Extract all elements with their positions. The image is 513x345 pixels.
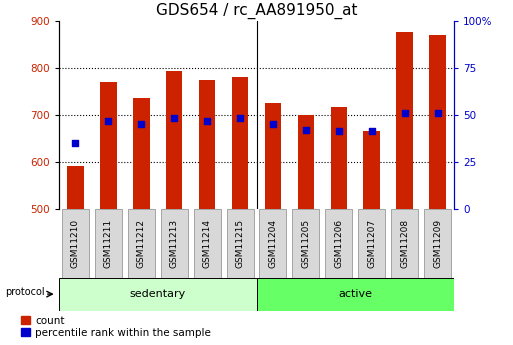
Bar bbox=[330, 107, 347, 209]
Legend: count, percentile rank within the sample: count, percentile rank within the sample bbox=[21, 316, 211, 338]
Text: GSM11212: GSM11212 bbox=[137, 219, 146, 268]
Point bbox=[368, 128, 376, 134]
Bar bbox=[397, 31, 413, 209]
Text: active: active bbox=[338, 289, 372, 299]
FancyBboxPatch shape bbox=[325, 209, 352, 278]
Point bbox=[334, 128, 343, 134]
Bar bbox=[364, 131, 380, 209]
Bar bbox=[100, 82, 116, 209]
Point bbox=[104, 118, 112, 124]
Text: GSM11209: GSM11209 bbox=[433, 219, 442, 268]
Text: GSM11215: GSM11215 bbox=[235, 219, 245, 268]
FancyBboxPatch shape bbox=[256, 278, 454, 310]
FancyBboxPatch shape bbox=[95, 209, 122, 278]
Point bbox=[137, 121, 145, 127]
Text: protocol: protocol bbox=[5, 287, 44, 297]
Text: GSM11210: GSM11210 bbox=[71, 219, 80, 268]
FancyBboxPatch shape bbox=[59, 278, 256, 310]
Bar bbox=[133, 98, 149, 209]
Title: GDS654 / rc_AA891950_at: GDS654 / rc_AA891950_at bbox=[156, 3, 357, 19]
Text: GSM11206: GSM11206 bbox=[334, 219, 343, 268]
Bar bbox=[166, 71, 183, 209]
FancyBboxPatch shape bbox=[424, 209, 451, 278]
Point bbox=[269, 121, 277, 127]
FancyBboxPatch shape bbox=[292, 209, 320, 278]
Text: GSM11214: GSM11214 bbox=[203, 219, 212, 268]
FancyBboxPatch shape bbox=[128, 209, 155, 278]
Text: GSM11205: GSM11205 bbox=[301, 219, 310, 268]
Point bbox=[236, 116, 244, 121]
Text: sedentary: sedentary bbox=[130, 289, 186, 299]
Point bbox=[302, 127, 310, 133]
Text: GSM11204: GSM11204 bbox=[268, 219, 278, 268]
Text: GSM11208: GSM11208 bbox=[400, 219, 409, 268]
Bar bbox=[232, 77, 248, 209]
Bar bbox=[67, 166, 84, 209]
FancyBboxPatch shape bbox=[358, 209, 385, 278]
Point bbox=[401, 110, 409, 116]
Text: GSM11213: GSM11213 bbox=[170, 219, 179, 268]
Text: GSM11211: GSM11211 bbox=[104, 219, 113, 268]
FancyBboxPatch shape bbox=[391, 209, 418, 278]
Bar bbox=[429, 35, 446, 209]
FancyBboxPatch shape bbox=[161, 209, 188, 278]
Point bbox=[71, 140, 80, 146]
Bar bbox=[199, 80, 215, 209]
Text: GSM11207: GSM11207 bbox=[367, 219, 376, 268]
Point bbox=[203, 118, 211, 124]
FancyBboxPatch shape bbox=[62, 209, 89, 278]
Point bbox=[433, 110, 442, 116]
Point bbox=[170, 116, 179, 121]
FancyBboxPatch shape bbox=[227, 209, 253, 278]
Bar bbox=[298, 115, 314, 209]
FancyBboxPatch shape bbox=[260, 209, 286, 278]
FancyBboxPatch shape bbox=[193, 209, 221, 278]
Bar bbox=[265, 103, 281, 209]
